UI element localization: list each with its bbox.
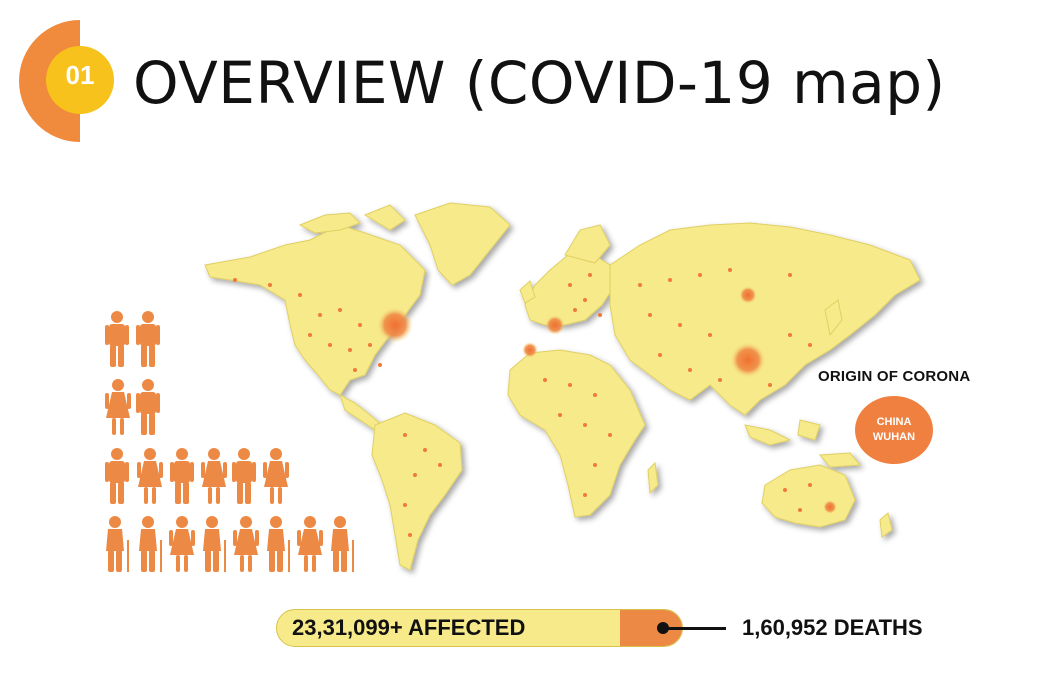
person-icon <box>201 448 227 504</box>
person-icon <box>169 516 195 572</box>
people-figures <box>105 311 354 572</box>
person-icon <box>331 516 354 572</box>
person-icon <box>106 516 129 572</box>
affected-bar-shell <box>276 609 683 647</box>
person-icon <box>203 516 226 572</box>
person-icon <box>105 448 129 504</box>
person-icon <box>267 516 290 572</box>
origin-label: ORIGIN OF CORONA <box>818 368 971 385</box>
person-icon <box>232 448 256 504</box>
connector-dot <box>657 622 669 634</box>
person-icon <box>136 311 160 367</box>
person-icon <box>170 448 194 504</box>
person-icon <box>137 448 163 504</box>
deaths-count: 1,60,952 DEATHS <box>742 615 923 640</box>
affected-bar: 23,31,099+ AFFECTED <box>276 609 683 647</box>
world-map-icon <box>204 202 921 571</box>
origin-badge: CHINA WUHAN <box>855 396 933 464</box>
origin-city: WUHAN <box>872 431 916 443</box>
origin-country: CHINA <box>876 416 912 428</box>
section-badge-icon <box>19 20 114 142</box>
person-icon <box>136 379 160 435</box>
section-number: 01 <box>65 60 95 90</box>
connector-line <box>662 627 726 630</box>
affected-count: 23,31,099+ AFFECTED <box>292 615 526 640</box>
person-icon <box>105 311 129 367</box>
person-icon <box>263 448 289 504</box>
person-icon <box>233 516 259 572</box>
person-icon <box>139 516 162 572</box>
page-title: OVERVIEW (COVID-19 map) <box>133 49 946 117</box>
person-icon <box>105 379 131 435</box>
person-icon <box>297 516 323 572</box>
